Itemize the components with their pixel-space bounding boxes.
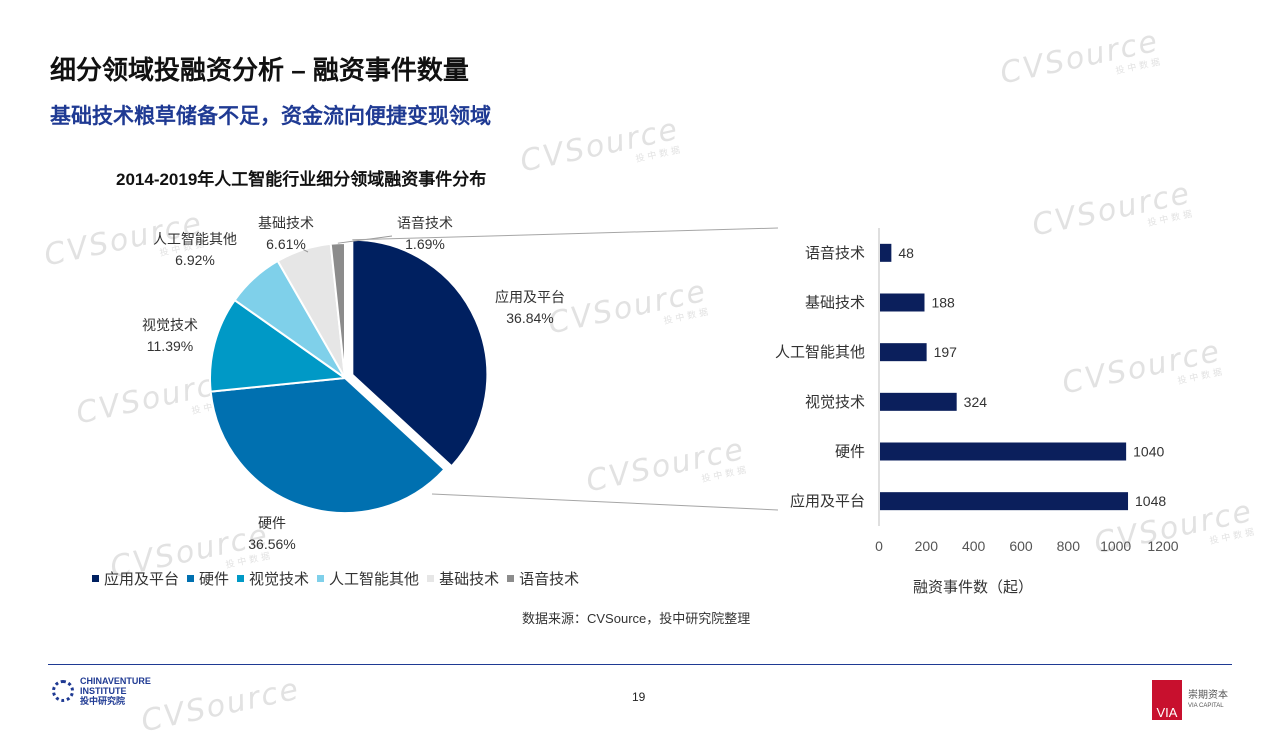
via-capital-logo: VIA bbox=[1152, 680, 1182, 720]
pie-label-name: 人工智能其他 bbox=[153, 231, 237, 247]
bar-0 bbox=[880, 243, 892, 262]
pie-label-name: 语音技术 bbox=[397, 215, 453, 231]
connector-line-bottom bbox=[431, 493, 779, 511]
connector-line-top bbox=[352, 227, 779, 241]
pie-slice-1 bbox=[209, 376, 446, 514]
legend-item: 应用及平台 bbox=[92, 568, 179, 589]
legend-swatch bbox=[187, 575, 195, 582]
bar-x-tick: 200 bbox=[915, 538, 939, 554]
legend-item: 硬件 bbox=[187, 568, 229, 589]
bar-x-tick: 0 bbox=[875, 538, 883, 554]
legend-item: 语音技术 bbox=[507, 568, 579, 589]
legend-swatch bbox=[92, 575, 99, 582]
pie-slice-0 bbox=[351, 238, 489, 468]
bar-5 bbox=[880, 492, 1129, 511]
pie-label-value: 6.61% bbox=[266, 236, 306, 252]
bar-chart: 语音技术 48 基础技术 188 人工智能其他 197 视觉技术 324 硬件 1040 应用及平台… bbox=[352, 227, 1179, 596]
pie-label-value: 11.39% bbox=[147, 338, 193, 354]
footer-divider bbox=[48, 664, 1232, 665]
pie-leader-line bbox=[303, 249, 309, 253]
bar-value-label: 188 bbox=[931, 295, 955, 311]
logo-line-2: INSTITUTE bbox=[80, 686, 127, 696]
pie-label-value: 6.92% bbox=[175, 252, 215, 268]
bar-value-label: 197 bbox=[934, 344, 958, 360]
legend-label: 硬件 bbox=[199, 571, 230, 588]
chinaventure-logo: CHINAVENTURE INSTITUTE 投中研究院 bbox=[52, 676, 151, 706]
page-number: 19 bbox=[632, 690, 646, 704]
pie-label-name: 视觉技术 bbox=[142, 317, 198, 333]
bar-x-axis-label: 融资事件数（起） bbox=[913, 579, 1033, 596]
page-title: 细分领域投融资分析 – 融资事件数量 bbox=[50, 55, 469, 85]
legend-swatch bbox=[317, 575, 325, 582]
chart-title: 2014-2019年人工智能行业细分领域融资事件分布 bbox=[116, 170, 487, 189]
legend-swatch bbox=[427, 575, 435, 582]
bar-value-label: 1040 bbox=[1133, 444, 1164, 460]
pie-chart: 应用及平台 36.84% 硬件 36.56% 视觉技术 11.39% 人工智能其他 6.92%… bbox=[142, 215, 565, 552]
bar-x-tick: 1200 bbox=[1147, 538, 1178, 554]
pie-label-value: 36.56% bbox=[248, 536, 295, 552]
legend-label: 人工智能其他 bbox=[329, 571, 420, 588]
legend-label: 应用及平台 bbox=[104, 571, 180, 588]
pie-slice-2 bbox=[209, 298, 348, 393]
pie-label-name: 应用及平台 bbox=[495, 289, 565, 305]
bar-x-tick: 400 bbox=[962, 538, 986, 554]
bar-category-label: 应用及平台 bbox=[790, 492, 865, 510]
page-subtitle: 基础技术粮草储备不足，资金流向便捷变现领域 bbox=[50, 105, 491, 128]
bar-x-tick: 800 bbox=[1057, 538, 1081, 554]
via-capital-name: 崇期资本 VIA CAPITAL bbox=[1188, 690, 1228, 712]
legend-item: 视觉技术 bbox=[237, 568, 309, 589]
via-name-cn: 崇期资本 bbox=[1188, 690, 1228, 701]
legend-label: 语音技术 bbox=[519, 571, 580, 588]
pie-label-value: 1.69% bbox=[405, 236, 445, 252]
legend-label: 视觉技术 bbox=[249, 571, 310, 588]
chinaventure-logo-icon bbox=[52, 680, 74, 702]
bar-category-label: 硬件 bbox=[835, 444, 865, 461]
legend-swatch bbox=[237, 575, 245, 582]
bar-x-tick: 1000 bbox=[1100, 538, 1131, 554]
bar-value-label: 48 bbox=[898, 245, 914, 261]
bar-value-label: 324 bbox=[964, 394, 988, 410]
legend-item: 基础技术 bbox=[427, 568, 499, 589]
bar-category-label: 人工智能其他 bbox=[775, 343, 865, 361]
bar-3 bbox=[880, 392, 957, 411]
bar-1 bbox=[880, 293, 925, 312]
pie-label-name: 硬件 bbox=[258, 515, 286, 531]
bar-value-label: 1048 bbox=[1135, 493, 1166, 509]
logo-line-1: CHINAVENTURE bbox=[80, 676, 151, 686]
chart-area: 应用及平台 36.84% 硬件 36.56% 视觉技术 11.39% 人工智能其他 6.92%… bbox=[142, 215, 1179, 596]
pie-legend: 应用及平台 硬件 视觉技术 人工智能其他 基础技术 语音技术 bbox=[92, 568, 579, 589]
bar-category-label: 基础技术 bbox=[805, 295, 865, 312]
bar-category-label: 视觉技术 bbox=[805, 394, 865, 411]
logo-line-3: 投中研究院 bbox=[80, 696, 126, 706]
via-name-en: VIA CAPITAL bbox=[1188, 703, 1224, 709]
data-source: 数据来源：CVSource，投中研究院整理 bbox=[522, 611, 751, 626]
bar-2 bbox=[880, 343, 927, 362]
legend-item: 人工智能其他 bbox=[317, 568, 419, 589]
pie-label-value: 36.84% bbox=[506, 310, 553, 326]
pie-slice-5 bbox=[329, 241, 346, 379]
bar-x-tick: 600 bbox=[1009, 538, 1033, 554]
bar-category-label: 语音技术 bbox=[805, 245, 865, 262]
legend-label: 基础技术 bbox=[439, 571, 500, 588]
legend-swatch bbox=[507, 575, 515, 582]
pie-label-name: 基础技术 bbox=[258, 215, 314, 231]
bar-4 bbox=[880, 442, 1127, 461]
